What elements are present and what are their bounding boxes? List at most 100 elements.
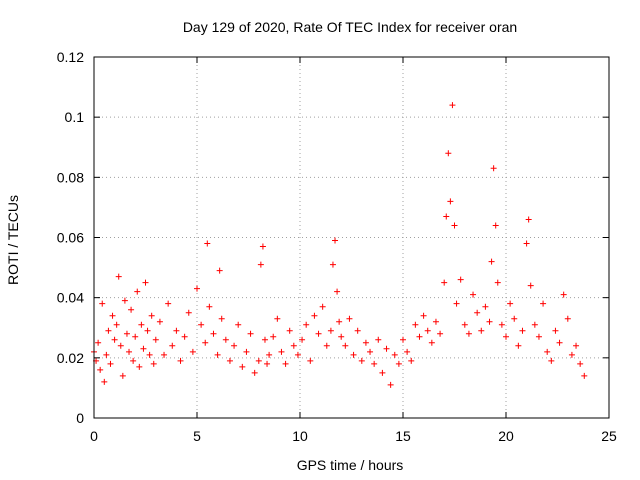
data-point [109,312,116,319]
data-point [216,267,223,274]
data-point [391,351,398,358]
data-point [111,336,118,343]
data-point [270,333,277,340]
data-point [332,237,339,244]
data-point [404,348,411,355]
data-point [247,330,254,337]
data-point [560,291,567,298]
x-tick-label: 15 [395,428,411,444]
data-point [198,321,205,328]
x-tick-label: 10 [292,428,308,444]
data-point [231,342,238,349]
data-point [278,348,285,355]
data-point [387,381,394,388]
data-point [134,288,141,295]
data-point [156,318,163,325]
x-tick-label: 25 [601,428,617,444]
data-point [173,327,180,334]
data-point [177,357,184,364]
data-point [152,336,159,343]
grid-lines [94,57,609,418]
data-point [286,327,293,334]
data-point [395,360,402,367]
data-point [194,285,200,292]
data-point [544,348,551,355]
data-point [519,327,526,334]
data-point [412,321,419,328]
data-point [416,333,423,340]
data-point [243,348,250,355]
data-point [202,339,209,346]
data-point [437,330,444,337]
axis-ticks: 0 5 10 15 20 25 0 0.02 0.04 0.06 0.08 0.1 0.12 [57,49,617,444]
data-point [346,315,353,322]
data-point [552,327,559,334]
data-point [327,327,334,334]
plot-frame [93,56,610,419]
x-tick-label: 0 [90,428,98,444]
data-point [214,351,221,358]
data-point [447,198,454,205]
data-point [432,318,439,325]
data-point [101,378,108,385]
data-point [354,327,361,334]
data-point [451,222,458,229]
data-point [482,303,489,310]
data-point [307,357,314,364]
data-point [323,342,330,349]
y-tick-label: 0.12 [57,49,84,65]
data-point [342,342,349,349]
data-point [548,357,555,364]
data-point [319,303,326,310]
data-point [113,321,120,328]
data-point [226,357,233,364]
data-point [222,336,229,343]
data-point [123,330,130,337]
data-point [540,300,547,307]
data-point [445,150,452,157]
data-point [161,351,168,358]
data-point [274,315,281,322]
data-point [146,351,153,358]
data-point [165,300,172,307]
data-point [142,279,149,286]
data-point [239,363,246,370]
data-point [494,279,501,286]
data-point [383,345,390,352]
data-point [185,309,192,316]
x-axis-label: GPS time / hours [297,457,404,473]
data-point [315,330,322,337]
data-point [408,357,415,364]
data-point [136,363,143,370]
data-point [474,309,481,316]
data-point [350,351,357,358]
data-point [210,330,217,337]
y-tick-label: 0 [76,410,84,426]
data-point [336,318,343,325]
data-point [181,333,188,340]
data-point [490,165,497,172]
data-point [294,351,301,358]
data-point [478,327,485,334]
data-points [91,102,588,388]
data-point [453,300,460,307]
data-point [375,336,382,343]
data-point [126,348,133,355]
data-point [329,261,336,268]
data-point [132,333,139,340]
data-point [443,213,450,220]
data-point [259,243,266,250]
data-point [119,372,126,379]
y-tick-label: 0.06 [57,230,84,246]
data-point [420,312,427,319]
data-point [556,339,563,346]
data-point [367,348,374,355]
data-point [525,216,532,223]
data-point [264,360,271,367]
data-point [103,351,110,358]
data-point [449,102,456,109]
y-tick-label: 0.08 [57,169,84,185]
data-point [338,333,345,340]
data-point [128,306,135,313]
